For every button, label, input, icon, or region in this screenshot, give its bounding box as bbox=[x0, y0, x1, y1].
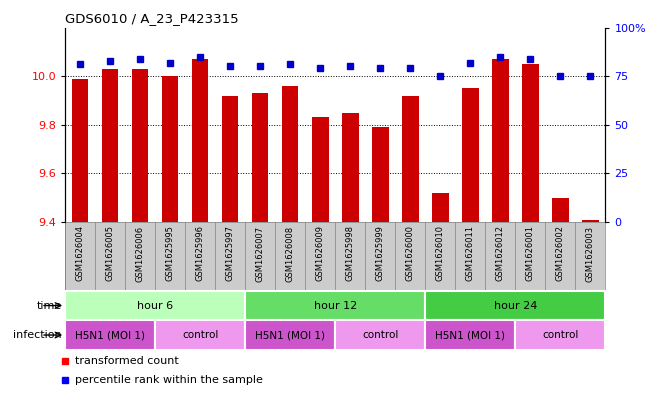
Text: infection: infection bbox=[13, 330, 62, 340]
Bar bbox=[252, 93, 268, 222]
Bar bbox=[335, 320, 425, 350]
Text: GSM1626005: GSM1626005 bbox=[105, 226, 115, 281]
Bar bbox=[425, 320, 516, 350]
Bar bbox=[162, 76, 178, 222]
Bar bbox=[72, 79, 89, 222]
Text: GSM1626004: GSM1626004 bbox=[76, 226, 85, 281]
Text: H5N1 (MOI 1): H5N1 (MOI 1) bbox=[436, 330, 505, 340]
Text: GSM1626003: GSM1626003 bbox=[586, 226, 595, 282]
Bar bbox=[462, 88, 478, 222]
Text: GSM1626011: GSM1626011 bbox=[466, 226, 475, 281]
Text: GSM1626000: GSM1626000 bbox=[406, 226, 415, 281]
Text: GSM1625996: GSM1625996 bbox=[196, 226, 204, 281]
Text: GSM1626007: GSM1626007 bbox=[256, 226, 265, 282]
Text: control: control bbox=[542, 330, 579, 340]
Text: control: control bbox=[362, 330, 398, 340]
Text: hour 6: hour 6 bbox=[137, 301, 173, 310]
Bar bbox=[492, 59, 508, 222]
Text: H5N1 (MOI 1): H5N1 (MOI 1) bbox=[255, 330, 326, 340]
Text: H5N1 (MOI 1): H5N1 (MOI 1) bbox=[75, 330, 145, 340]
Bar bbox=[552, 198, 569, 222]
Bar bbox=[192, 59, 208, 222]
Text: percentile rank within the sample: percentile rank within the sample bbox=[75, 375, 263, 386]
Text: hour 12: hour 12 bbox=[314, 301, 357, 310]
Bar bbox=[245, 291, 425, 320]
Bar bbox=[155, 320, 245, 350]
Bar bbox=[522, 64, 538, 222]
Bar bbox=[65, 291, 245, 320]
Bar bbox=[372, 127, 389, 222]
Text: transformed count: transformed count bbox=[75, 356, 178, 366]
Text: control: control bbox=[182, 330, 218, 340]
Text: GSM1625995: GSM1625995 bbox=[165, 226, 174, 281]
Text: GSM1626009: GSM1626009 bbox=[316, 226, 325, 281]
Bar bbox=[425, 291, 605, 320]
Text: GSM1626006: GSM1626006 bbox=[135, 226, 145, 282]
Text: GSM1626001: GSM1626001 bbox=[526, 226, 535, 281]
Text: GSM1625999: GSM1625999 bbox=[376, 226, 385, 281]
Text: GSM1626012: GSM1626012 bbox=[496, 226, 505, 281]
Text: GDS6010 / A_23_P423315: GDS6010 / A_23_P423315 bbox=[65, 12, 239, 25]
Bar bbox=[132, 69, 148, 222]
Bar bbox=[222, 95, 238, 222]
Text: GSM1625998: GSM1625998 bbox=[346, 226, 355, 281]
Bar bbox=[102, 69, 118, 222]
Bar bbox=[582, 220, 599, 222]
Text: GSM1626008: GSM1626008 bbox=[286, 226, 295, 282]
Bar bbox=[245, 320, 335, 350]
Bar bbox=[516, 320, 605, 350]
Bar bbox=[65, 320, 155, 350]
Bar bbox=[282, 86, 299, 222]
Bar bbox=[342, 113, 359, 222]
Text: GSM1626010: GSM1626010 bbox=[436, 226, 445, 281]
Text: time: time bbox=[36, 301, 62, 310]
Bar bbox=[432, 193, 449, 222]
Bar bbox=[402, 95, 419, 222]
Text: hour 24: hour 24 bbox=[493, 301, 537, 310]
Bar bbox=[312, 118, 329, 222]
Text: GSM1626002: GSM1626002 bbox=[556, 226, 565, 281]
Text: GSM1625997: GSM1625997 bbox=[226, 226, 235, 281]
